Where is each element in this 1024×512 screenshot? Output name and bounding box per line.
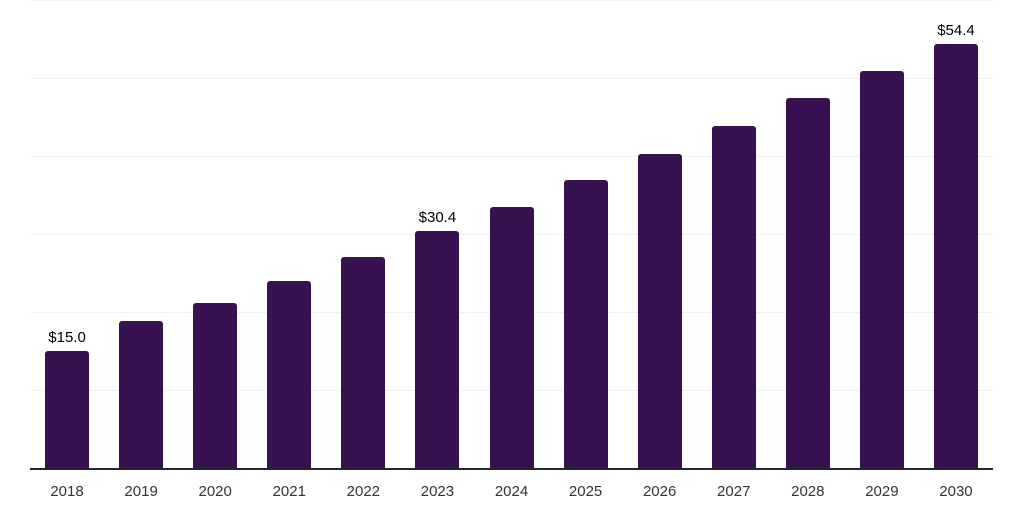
plot-area: $15.0 $30.4 $54.4 bbox=[30, 0, 993, 470]
x-axis-label-2027: 2027 bbox=[717, 483, 751, 500]
bar-2018 bbox=[45, 351, 90, 468]
x-axis-label-2021: 2021 bbox=[272, 483, 306, 500]
x-axis-label-2024: 2024 bbox=[494, 483, 529, 500]
gridline-60 bbox=[30, 0, 993, 1]
bar-2029 bbox=[859, 70, 904, 468]
bar-2020 bbox=[193, 303, 238, 468]
bar-2030 bbox=[933, 43, 978, 468]
bar-2024 bbox=[489, 206, 534, 468]
bar-column-2027 bbox=[697, 0, 771, 468]
x-axis-label-2018: 2018 bbox=[50, 483, 84, 500]
bar-2026 bbox=[637, 153, 682, 468]
bar-column-2030: $54.4 bbox=[919, 0, 993, 468]
bar-2023 bbox=[415, 230, 460, 468]
bar-column-2022 bbox=[326, 0, 400, 468]
x-axis-label-2028: 2028 bbox=[791, 483, 825, 500]
bar-column-2024 bbox=[474, 0, 548, 468]
bar-2021 bbox=[267, 280, 312, 468]
bar-2025 bbox=[563, 180, 608, 468]
x-axis-label-2030: 2030 bbox=[939, 483, 973, 500]
bar-column-2020 bbox=[178, 0, 252, 468]
bar-2019 bbox=[119, 321, 164, 468]
bar-column-2019 bbox=[104, 0, 178, 468]
bar-column-2028 bbox=[771, 0, 845, 468]
x-axis-labels: 2018 2019 2020 2021 2022 2023 2024 2025 2026 2027… bbox=[30, 484, 993, 499]
bar-2027 bbox=[711, 126, 756, 468]
bar-value-label-2023: $30.4 bbox=[418, 208, 457, 226]
x-axis-label-2025: 2025 bbox=[568, 483, 603, 500]
bar-column-2021 bbox=[252, 0, 326, 468]
x-axis-label-2019: 2019 bbox=[124, 483, 158, 500]
x-axis-label-2022: 2022 bbox=[346, 483, 381, 500]
bar-2028 bbox=[785, 97, 830, 468]
bar-column-2025 bbox=[549, 0, 623, 468]
bars-row: $15.0 $30.4 $54.4 bbox=[30, 0, 993, 468]
gridline-50 bbox=[30, 78, 993, 79]
x-axis-label-2020: 2020 bbox=[198, 483, 232, 500]
x-axis-label-2026: 2026 bbox=[642, 483, 677, 500]
bar-column-2026 bbox=[623, 0, 697, 468]
bar-2022 bbox=[341, 257, 386, 468]
x-axis-label-2023: 2023 bbox=[420, 483, 455, 500]
bar-column-2023: $30.4 bbox=[400, 0, 474, 468]
bar-value-label-2018: $15.0 bbox=[48, 329, 86, 346]
x-axis-label-2029: 2029 bbox=[865, 483, 899, 500]
bar-column-2018: $15.0 bbox=[30, 0, 104, 468]
bar-column-2029 bbox=[845, 0, 919, 468]
gridline-40 bbox=[30, 156, 993, 158]
bar-value-label-2030: $54.4 bbox=[937, 21, 975, 39]
